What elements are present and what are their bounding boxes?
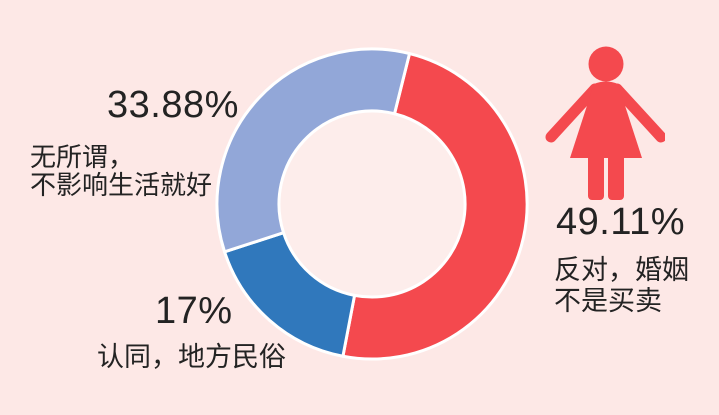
label-indifferent-pct: 33.88% xyxy=(107,84,239,126)
label-oppose-text: 反对，婚姻 不是买卖 xyxy=(554,255,689,317)
donut-slice xyxy=(215,47,411,254)
label-agree-line1: 认同，地方民俗 xyxy=(97,342,286,372)
label-agree-text: 认同，地方民俗 xyxy=(97,343,286,371)
donut-chart xyxy=(215,47,529,361)
woman-leg-left-icon xyxy=(588,154,604,200)
label-oppose-line2: 不是买卖 xyxy=(554,286,662,316)
donut-slice xyxy=(341,52,529,361)
woman-arm-left-icon xyxy=(545,83,601,143)
donut-hole xyxy=(279,111,465,297)
woman-arm-right-icon xyxy=(611,83,665,143)
woman-dress-icon xyxy=(570,81,642,158)
label-oppose-line1: 反对，婚姻 xyxy=(554,255,689,285)
label-indifferent-line1: 无所谓， xyxy=(30,142,135,172)
label-agree-pct: 17% xyxy=(155,290,233,332)
label-indifferent-line2: 不影响生活就好 xyxy=(30,170,213,200)
label-oppose-pct: 49.11% xyxy=(556,201,686,243)
woman-leg-right-icon xyxy=(608,154,624,200)
woman-head-icon xyxy=(588,46,624,82)
female-figure-icon xyxy=(545,46,665,200)
label-indifferent-text: 无所谓， 不影响生活就好 xyxy=(30,143,212,199)
